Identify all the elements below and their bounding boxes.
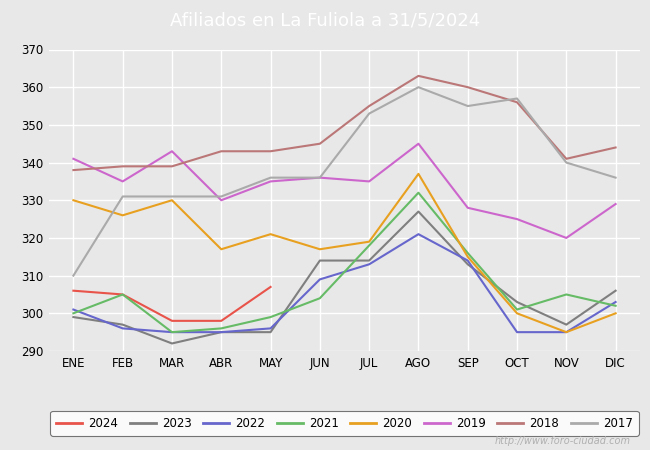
Legend: 2024, 2023, 2022, 2021, 2020, 2019, 2018, 2017: 2024, 2023, 2022, 2021, 2020, 2019, 2018…	[51, 411, 638, 436]
Text: http://www.foro-ciudad.com: http://www.foro-ciudad.com	[495, 436, 630, 446]
Text: Afiliados en La Fuliola a 31/5/2024: Afiliados en La Fuliola a 31/5/2024	[170, 11, 480, 29]
